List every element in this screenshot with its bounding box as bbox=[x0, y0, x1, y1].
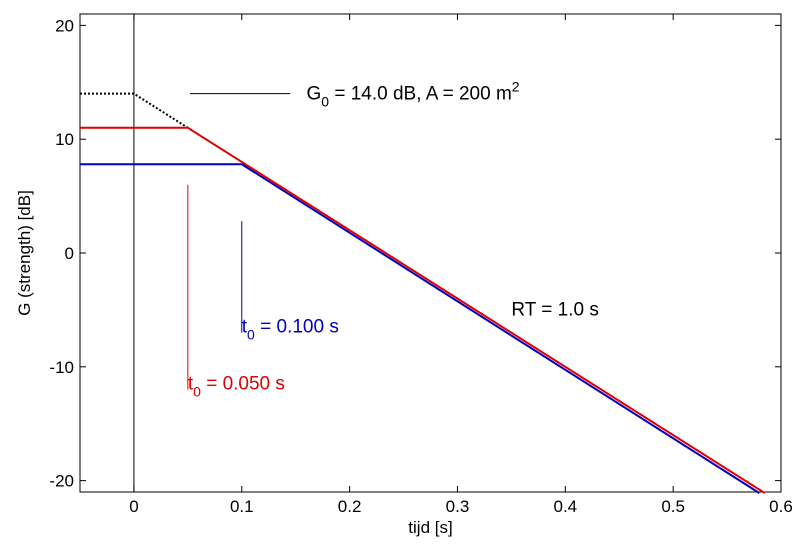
x-tick-label: 0.4 bbox=[553, 497, 577, 516]
y-axis: -20 -10 0 10 20 bbox=[49, 16, 781, 491]
x-tick-label: 0.3 bbox=[446, 497, 470, 516]
y-tick-label: -20 bbox=[49, 472, 74, 491]
t0-blue-annotation: t0 = 0.100 s bbox=[242, 317, 339, 343]
series-line-2 bbox=[80, 163, 760, 494]
g0-annotation: G0 = 14.0 dB, A = 200 m2 bbox=[306, 78, 519, 109]
series-lines bbox=[80, 14, 766, 494]
x-axis: 0 0.1 0.2 0.3 0.4 0.5 0.6 bbox=[129, 14, 793, 516]
y-axis-label: G (strength) [dB] bbox=[15, 190, 34, 316]
t0-red-annotation: t0 = 0.050 s bbox=[188, 374, 285, 400]
y-tick-label: 0 bbox=[65, 244, 74, 263]
x-tick-label: 0.1 bbox=[230, 497, 254, 516]
y-tick-label: 10 bbox=[55, 130, 74, 149]
series-line-1 bbox=[80, 126, 766, 494]
annotations: G0 = 14.0 dB, A = 200 m2 RT = 1.0 s t0 = 0… bbox=[188, 78, 599, 399]
rt-annotation: RT = 1.0 s bbox=[511, 300, 599, 321]
x-tick-label: 0.6 bbox=[769, 497, 793, 516]
y-tick-label: -10 bbox=[49, 358, 74, 377]
x-tick-label: 0 bbox=[129, 497, 138, 516]
y-tick-label: 20 bbox=[55, 16, 74, 35]
series-line-0 bbox=[80, 92, 189, 129]
x-tick-label: 0.5 bbox=[661, 497, 685, 516]
x-tick-label: 0.2 bbox=[338, 497, 362, 516]
x-axis-label: tijd [s] bbox=[408, 518, 452, 537]
